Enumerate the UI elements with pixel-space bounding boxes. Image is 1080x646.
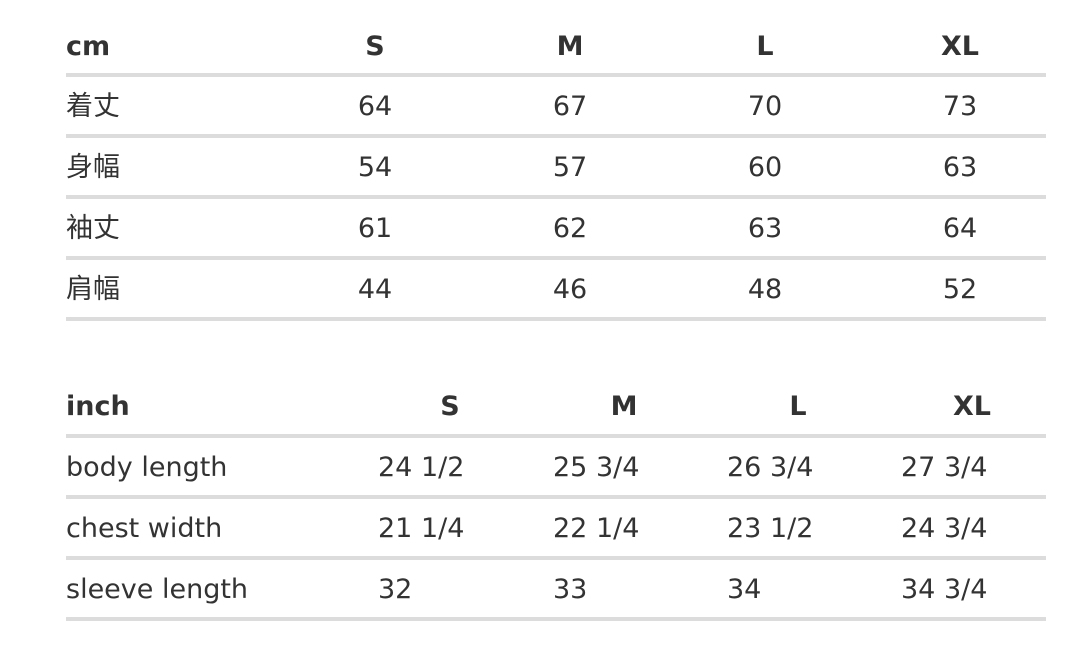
cm-size-header: L xyxy=(756,31,774,62)
inch-cell: 32 xyxy=(378,574,413,605)
inch-cell: 23 1/2 xyxy=(727,513,814,544)
inch-cell: 25 3/4 xyxy=(553,452,640,483)
cm-row-label: 肩幅 xyxy=(66,274,120,305)
cm-cell: 44 xyxy=(357,274,393,305)
cm-cell: 63 xyxy=(747,213,783,244)
cm-row-label: 着丈 xyxy=(66,91,120,122)
cm-row-divider xyxy=(66,317,1046,321)
cm-size-header: XL xyxy=(940,31,980,62)
cm-header-divider xyxy=(66,73,1046,77)
inch-cell: 24 3/4 xyxy=(901,513,988,544)
inch-row-label: chest width xyxy=(66,513,223,544)
inch-header-divider xyxy=(66,434,1046,438)
cm-cell: 57 xyxy=(552,152,588,183)
cm-cell: 73 xyxy=(942,91,978,122)
cm-cell: 48 xyxy=(747,274,783,305)
cm-cell: 54 xyxy=(357,152,393,183)
cm-cell: 62 xyxy=(552,213,588,244)
inch-size-header: L xyxy=(789,391,807,422)
cm-size-header: M xyxy=(556,31,584,62)
inch-cell: 24 1/2 xyxy=(378,452,465,483)
cm-cell: 60 xyxy=(747,152,783,183)
inch-row-divider xyxy=(66,495,1046,499)
inch-cell: 21 1/4 xyxy=(378,513,465,544)
inch-cell: 27 3/4 xyxy=(901,452,988,483)
inch-cell: 26 3/4 xyxy=(727,452,814,483)
cm-size-header: S xyxy=(365,31,385,62)
cm-cell: 63 xyxy=(942,152,978,183)
inch-size-header: M xyxy=(610,391,638,422)
inch-row-divider xyxy=(66,617,1046,621)
cm-cell: 67 xyxy=(552,91,588,122)
inch-cell: 34 3/4 xyxy=(901,574,988,605)
inch-size-header: S xyxy=(440,391,460,422)
inch-cell: 22 1/4 xyxy=(553,513,640,544)
cm-cell: 64 xyxy=(942,213,978,244)
cm-unit-header: cm xyxy=(66,31,111,62)
inch-row-divider xyxy=(66,556,1046,560)
inch-size-header: XL xyxy=(952,391,992,422)
inch-row-label: body length xyxy=(66,452,228,483)
cm-row-label: 身幅 xyxy=(66,152,120,183)
cm-cell: 61 xyxy=(357,213,393,244)
cm-row-divider xyxy=(66,134,1046,138)
cm-row-label: 袖丈 xyxy=(66,213,120,244)
cm-cell: 46 xyxy=(552,274,588,305)
cm-row-divider xyxy=(66,195,1046,199)
cm-cell: 64 xyxy=(357,91,393,122)
inch-unit-header: inch xyxy=(66,391,130,422)
cm-row-divider xyxy=(66,256,1046,260)
inch-row-label: sleeve length xyxy=(66,574,249,605)
inch-cell: 33 xyxy=(553,574,588,605)
cm-cell: 52 xyxy=(942,274,978,305)
inch-cell: 34 xyxy=(727,574,762,605)
cm-cell: 70 xyxy=(747,91,783,122)
